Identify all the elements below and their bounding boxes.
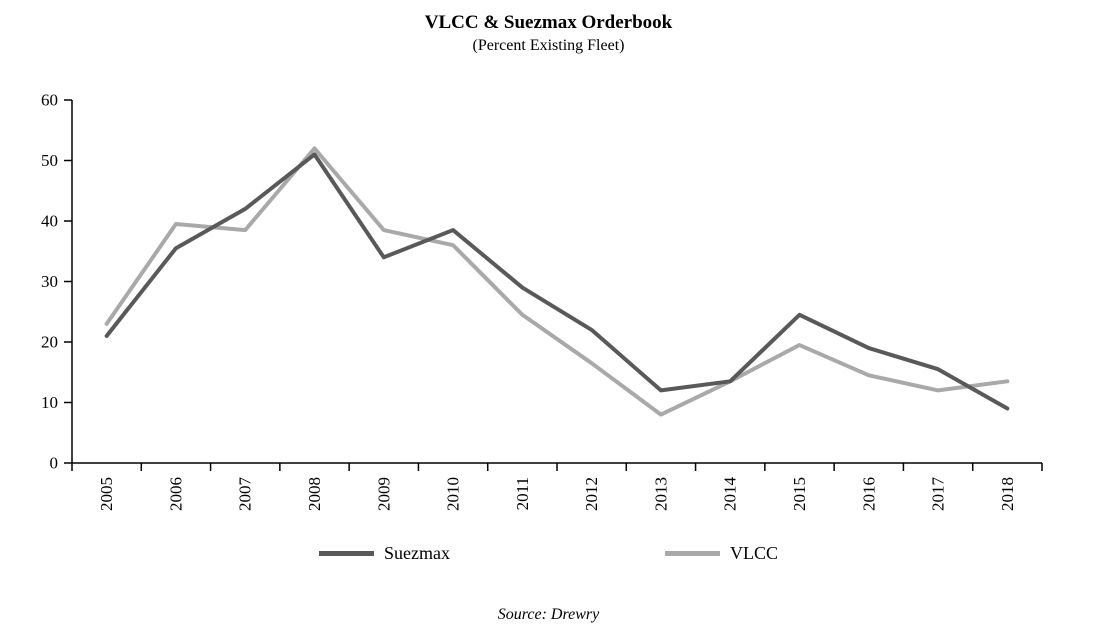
chart-subtitle: (Percent Existing Fleet) (472, 37, 625, 54)
legend-label-vlcc: VLCC (729, 543, 778, 563)
vlcc-line-swatch (664, 551, 720, 556)
chart-title: VLCC & Suezmax Orderbook (424, 12, 673, 33)
legend: Suezmax VLCC (0, 543, 1097, 564)
y-tick-label: 40 (41, 212, 58, 231)
x-tick-label: 2006 (166, 477, 185, 511)
legend-label-suezmax: Suezmax (384, 543, 450, 563)
y-tick-label: 30 (41, 272, 58, 291)
x-tick-label: 2012 (582, 477, 601, 511)
legend-item-vlcc: VLCC (664, 543, 778, 564)
source-note: Source: Drewry (497, 606, 600, 623)
x-tick-label: 2005 (97, 477, 116, 511)
x-tick-label: 2013 (651, 477, 670, 511)
plot-area: 0 10 20 30 40 50 60 2005 2006 2007 2008 2009 2010 201… (0, 62, 1097, 534)
x-tick-label: 2007 (236, 477, 255, 512)
x-tick-label: 2017 (929, 477, 948, 512)
y-tick-label: 10 (41, 393, 58, 412)
y-tick-label: 50 (41, 151, 58, 170)
legend-item-suezmax: Suezmax (319, 543, 450, 564)
suezmax-line-swatch (319, 551, 374, 556)
x-tick-label: 2014 (721, 477, 740, 512)
x-tick-label: 2015 (790, 477, 809, 511)
series-line-vlcc (104, 146, 1010, 417)
x-tick-label: 2018 (998, 477, 1017, 511)
series-line-suezmax (104, 152, 1010, 411)
line-chart: 0 10 20 30 40 50 60 2005 2006 2007 2008 2009 2010 201… (41, 91, 1043, 512)
x-tick-label: 2008 (305, 477, 324, 511)
x-tick-label: 2009 (374, 477, 393, 511)
y-tick-label: 60 (41, 91, 58, 110)
y-tick-label: 0 (50, 454, 59, 473)
y-tick-label: 20 (41, 333, 58, 352)
x-tick-label: 2010 (444, 477, 463, 511)
x-tick-label: 2011 (513, 477, 532, 510)
x-tick-label: 2016 (859, 477, 878, 511)
